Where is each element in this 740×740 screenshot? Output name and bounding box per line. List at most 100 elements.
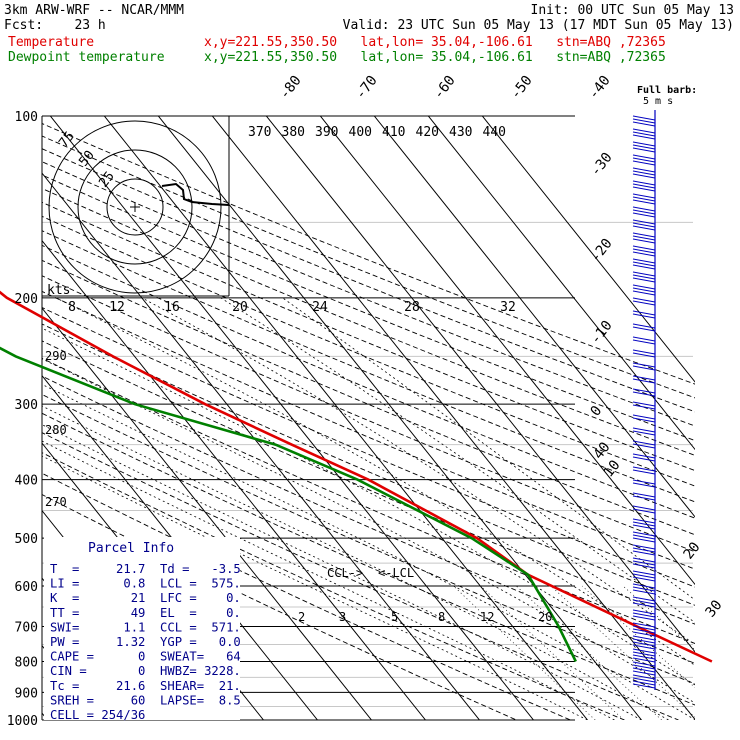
moist-adiabat: [42, 358, 695, 704]
mixing-ratio-label: 12: [480, 610, 494, 624]
valid-time: Valid: 23 UTC Sun 05 May 13 (17 MDT Sun …: [342, 18, 734, 33]
hodograph-ring: [77, 149, 193, 265]
temperature-profile: [0, 290, 713, 663]
wind-barb: [632, 147, 656, 153]
wind-barb: [632, 635, 656, 641]
wind-barb: [632, 222, 656, 228]
isotherm-label: 20: [681, 539, 704, 562]
wind-barb: [632, 563, 656, 569]
wind-barb: [632, 401, 656, 407]
wind-barb: [632, 625, 656, 631]
wind-barb: [632, 248, 656, 254]
wind-barb: [632, 534, 656, 540]
wind-barb: [632, 121, 656, 127]
isotherm-label: -60: [431, 73, 459, 103]
wind-barb: [632, 144, 656, 150]
dry-adiabat: [42, 135, 695, 399]
wind-barb: [632, 404, 656, 410]
moist-adiabat: [220, 297, 695, 624]
wind-barb: [632, 310, 656, 316]
dry-adiabat: [42, 244, 695, 519]
wind-barb: [632, 417, 656, 423]
wind-barb: [632, 453, 656, 459]
isotherm-label: -10: [588, 318, 616, 348]
isotherm: [373, 116, 695, 518]
wind-barb: [632, 521, 656, 527]
hodograph-speed-label: 28: [404, 300, 420, 315]
theta-e-label: 290: [45, 349, 67, 363]
dry-adiabat: [42, 432, 679, 720]
wind-barb: [632, 277, 656, 283]
wind-barb: [632, 495, 656, 501]
isotherm-label: 0: [588, 403, 606, 419]
isotherm-label: 30: [703, 597, 726, 620]
theta-e-label: 280: [45, 423, 67, 437]
hodograph-speed-label: 20: [232, 300, 248, 315]
isotherm: [319, 116, 695, 586]
wind-barb: [632, 469, 656, 475]
wind-barb: [632, 193, 656, 199]
wind-barb: [632, 443, 656, 449]
moist-adiabat: [42, 455, 588, 720]
hodograph-speed-label: 16: [164, 300, 180, 315]
dry-adiabat: [42, 122, 695, 385]
wind-barb: [632, 615, 656, 621]
theta-e-label: 270: [45, 495, 67, 509]
wind-barb: [632, 258, 656, 264]
forecast-hour: Fcst: 23 h: [4, 18, 106, 33]
wind-barb: [632, 183, 656, 189]
wind-barb: [632, 544, 656, 550]
wind-barb: [632, 261, 656, 267]
wind-barb: [632, 323, 656, 329]
moist-adiabat: [282, 297, 695, 601]
wind-barb: [632, 141, 656, 147]
pressure-label: 500: [15, 532, 38, 547]
dry-adiabat: [42, 275, 695, 553]
wind-barb: [632, 456, 656, 462]
theta-label: 440: [483, 125, 506, 140]
wind-barb: [632, 576, 656, 582]
wind-barb: [632, 115, 656, 121]
parcel-info-row: SWI= 1.1 CCL = 571.: [50, 620, 241, 634]
mixing-ratio-label: 2: [298, 610, 305, 624]
wind-barb: [632, 537, 656, 543]
wind-barb: [632, 287, 656, 293]
wind-barb: [632, 667, 656, 673]
parcel-info-row: CAPE = 0 SWEAT= 64: [50, 650, 241, 664]
pressure-label: 100: [15, 110, 38, 125]
wind-barb: [632, 375, 656, 381]
moist-adiabat: [42, 327, 695, 686]
isotherm-label: -20: [588, 236, 616, 266]
wind-barb: [632, 235, 656, 241]
dry-adiabat: [42, 230, 695, 503]
wind-barb: [632, 628, 656, 634]
wind-barb: [632, 583, 656, 589]
wind-barb: [632, 339, 656, 345]
wind-barb: [632, 352, 656, 358]
wind-barb: [632, 238, 656, 244]
wind-barb: [632, 596, 656, 602]
parcel-info-row: PW = 1.32 YGP = 0.0: [50, 635, 241, 649]
theta-label: 400: [349, 125, 372, 140]
dry-adiabat: [42, 201, 695, 472]
wind-barb: [632, 586, 656, 592]
wind-barb: [632, 160, 656, 166]
wind-barb: [632, 336, 656, 342]
wind-barb: [632, 651, 656, 657]
isotherm: [103, 116, 588, 720]
parcel-info-title: Parcel Info: [88, 541, 174, 556]
wind-barb: [632, 128, 656, 134]
wind-barb: [632, 683, 656, 689]
wind-barb: [632, 206, 656, 212]
isotherm-label: -40: [586, 73, 614, 103]
wind-barb: [632, 531, 656, 537]
parcel-info-row: SREH = 60 LAPSE= 8.5: [50, 693, 241, 707]
dry-adiabat: [42, 412, 695, 706]
pressure-label: 800: [15, 655, 38, 670]
dry-adiabat: [42, 148, 695, 413]
theta-label: 430: [449, 125, 472, 140]
wind-barb: [632, 284, 656, 290]
wind-barb: [632, 245, 656, 251]
theta-label: 370: [248, 125, 271, 140]
